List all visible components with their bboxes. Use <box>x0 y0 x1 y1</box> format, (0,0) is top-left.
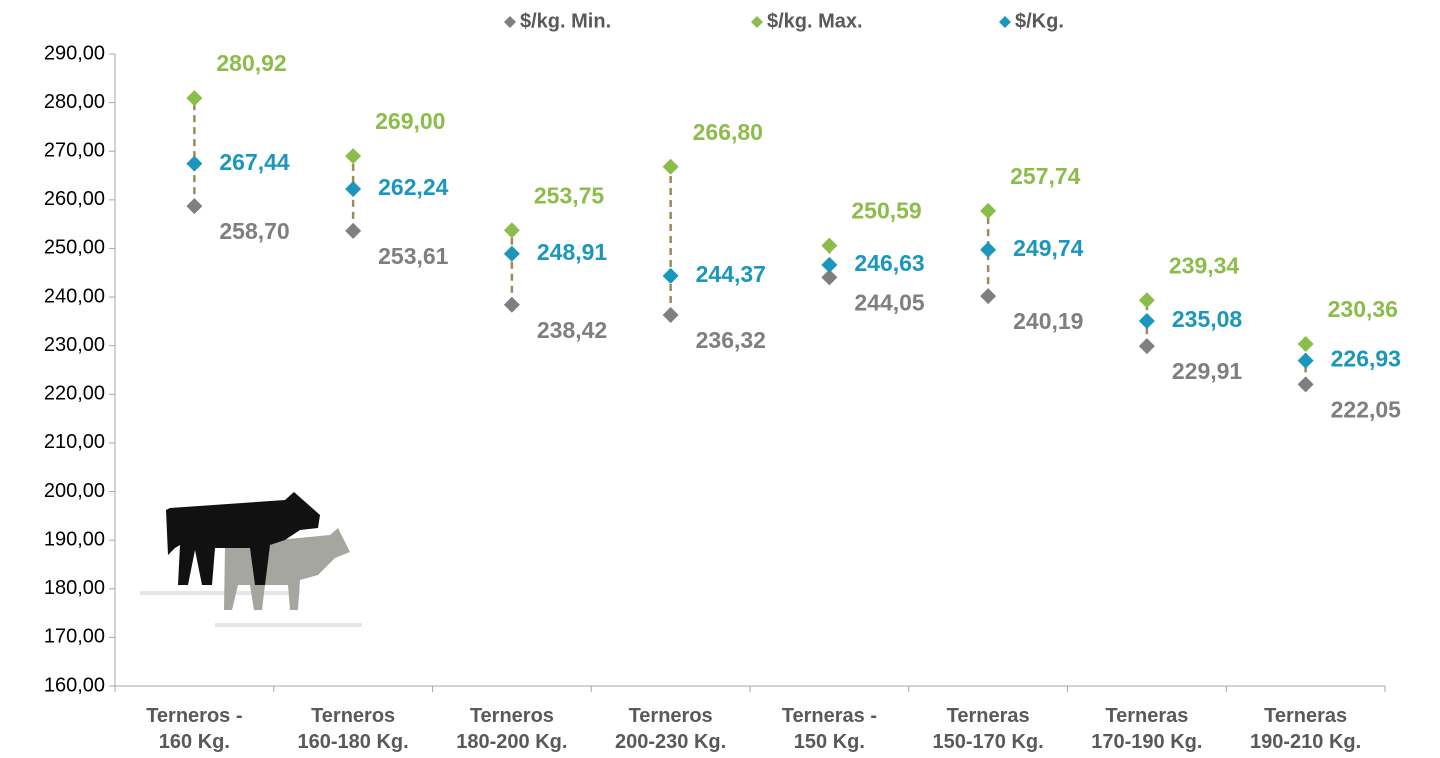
data-label: 249,74 <box>1013 235 1084 261</box>
marker <box>1138 292 1155 309</box>
data-label: 244,37 <box>696 261 766 287</box>
y-tick-label: 230,00 <box>44 334 105 356</box>
marker <box>821 256 838 273</box>
marker <box>821 269 838 286</box>
data-label: 244,05 <box>854 289 925 315</box>
y-tick-label: 290,00 <box>44 42 105 64</box>
x-tick-label: Terneros 180-200 Kg. <box>456 705 568 753</box>
data-label: 253,75 <box>534 182 605 208</box>
data-label: 235,08 <box>1172 306 1243 332</box>
x-tick-label: Terneras 170-190 Kg. <box>1091 705 1203 753</box>
data-label: 222,05 <box>1331 396 1402 422</box>
data-label: 250,59 <box>851 198 921 224</box>
legend-label: $/kg. Min. <box>520 10 611 32</box>
marker <box>662 306 679 323</box>
data-label: 258,70 <box>219 218 289 244</box>
data-label: 226,93 <box>1331 346 1401 372</box>
data-label: 229,91 <box>1172 358 1243 384</box>
marker <box>1297 376 1314 393</box>
data-label: 239,34 <box>1169 252 1240 278</box>
marker <box>1297 335 1314 352</box>
legend-marker <box>751 16 763 28</box>
marker <box>1138 338 1155 355</box>
legend-marker <box>504 16 516 28</box>
y-tick-label: 260,00 <box>44 188 105 210</box>
x-tick-label: Terneras 150-170 Kg. <box>932 705 1044 753</box>
x-tick-label: Terneras - 150 Kg. <box>781 705 877 753</box>
cattle-icon <box>140 492 362 627</box>
data-label: 257,74 <box>1010 163 1081 189</box>
marker <box>186 90 203 107</box>
data-label: 269,00 <box>375 108 445 134</box>
data-label: 262,24 <box>378 174 449 200</box>
marker <box>345 148 362 165</box>
legend-marker <box>999 16 1011 28</box>
marker <box>186 155 203 172</box>
marker <box>1138 312 1155 329</box>
y-tick-label: 180,00 <box>44 577 105 599</box>
x-tick-label: Terneros 160-180 Kg. <box>297 705 409 753</box>
data-label: 230,36 <box>1328 296 1398 322</box>
marker <box>980 202 997 219</box>
y-tick-label: 200,00 <box>44 480 105 502</box>
y-tick-label: 170,00 <box>44 626 105 648</box>
marker <box>345 180 362 197</box>
marker <box>186 198 203 215</box>
marker <box>980 241 997 258</box>
data-label: 236,32 <box>696 327 766 353</box>
data-label: 267,44 <box>219 149 290 175</box>
x-tick-label: Terneras 190-210 Kg. <box>1250 705 1362 753</box>
y-tick-label: 250,00 <box>44 237 105 259</box>
data-label: 238,42 <box>537 317 607 343</box>
x-tick-label: Terneros 200-230 Kg. <box>615 705 727 753</box>
y-tick-label: 190,00 <box>44 528 105 550</box>
data-label: 240,19 <box>1013 308 1083 334</box>
marker <box>980 288 997 305</box>
x-tick-label: Terneros - 160 Kg. <box>146 705 243 753</box>
data-label: 266,80 <box>693 119 763 145</box>
marker <box>503 222 520 239</box>
marker <box>503 245 520 262</box>
marker <box>1297 352 1314 369</box>
y-tick-label: 220,00 <box>44 383 105 405</box>
data-label: 246,63 <box>854 250 924 276</box>
marker <box>662 158 679 175</box>
y-tick-label: 240,00 <box>44 285 105 307</box>
marker <box>821 237 838 254</box>
y-tick-label: 210,00 <box>44 431 105 453</box>
y-tick-label: 280,00 <box>44 91 105 113</box>
y-tick-label: 270,00 <box>44 140 105 162</box>
data-label: 280,92 <box>216 50 286 76</box>
data-label: 248,91 <box>537 239 608 265</box>
marker <box>345 222 362 239</box>
y-tick-label: 160,00 <box>44 674 105 696</box>
marker <box>503 296 520 313</box>
data-label: 253,61 <box>378 243 449 269</box>
marker <box>662 267 679 284</box>
legend-label: $/Kg. <box>1015 10 1064 32</box>
legend-label: $/kg. Max. <box>767 10 863 32</box>
